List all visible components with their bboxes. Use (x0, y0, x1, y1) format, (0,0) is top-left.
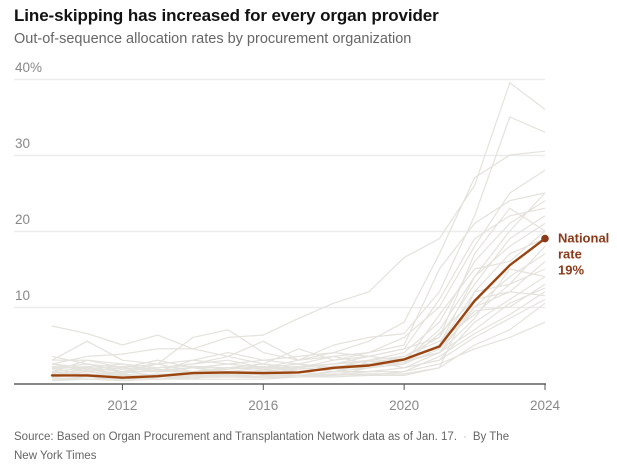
organization-line (51, 298, 546, 373)
organization-line (51, 291, 546, 374)
chart-title: Line-skipping has increased for every or… (14, 6, 439, 25)
national-rate-endpoint (541, 234, 549, 243)
x-tick-label: 2020 (389, 398, 419, 413)
footer-separator: · (463, 431, 467, 443)
national-rate-label: rate (558, 247, 582, 262)
y-tick-label: 10 (15, 288, 30, 303)
organization-line (51, 192, 546, 370)
x-tick-label: 2016 (248, 398, 278, 413)
organization-line (51, 215, 546, 376)
national-rate-label: National (558, 231, 609, 246)
byline-credit: By The New York Times (14, 431, 510, 462)
organization-line (52, 207, 546, 369)
source-note: Source: Based on Organ Procurement and T… (14, 431, 458, 443)
national-rate-label: 19% (558, 263, 584, 278)
organization-line (52, 287, 546, 380)
gridlines (14, 78, 545, 309)
y-tick-label: 30 (15, 136, 30, 151)
organization-line (51, 245, 546, 373)
organization-line (51, 321, 546, 378)
x-axis-labels: 2012 2016 2020 2024 (107, 398, 560, 413)
x-tick-label: 2012 (107, 398, 137, 413)
chart-subtitle: Out-of-sequence allocation rates by proc… (14, 31, 412, 47)
x-axis (14, 383, 546, 390)
organization-line (51, 238, 546, 380)
national-rate-series (50, 234, 549, 379)
y-tick-label: 20 (15, 212, 30, 227)
x-tick-label: 2024 (530, 398, 561, 413)
organization-line (52, 169, 546, 373)
organization-line (51, 116, 546, 365)
national-rate-line (50, 237, 547, 379)
y-axis-labels: 10 20 30 40% (15, 60, 42, 303)
y-tick-label: 40% (15, 60, 42, 75)
chart-footer: Source: Based on Organ Procurement and T… (14, 428, 534, 466)
organization-line (51, 82, 546, 350)
